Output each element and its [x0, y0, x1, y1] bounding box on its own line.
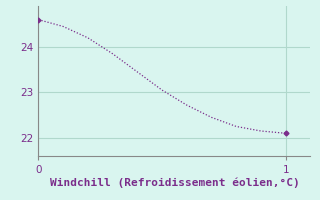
X-axis label: Windchill (Refroidissement éolien,°C): Windchill (Refroidissement éolien,°C) [50, 178, 299, 188]
